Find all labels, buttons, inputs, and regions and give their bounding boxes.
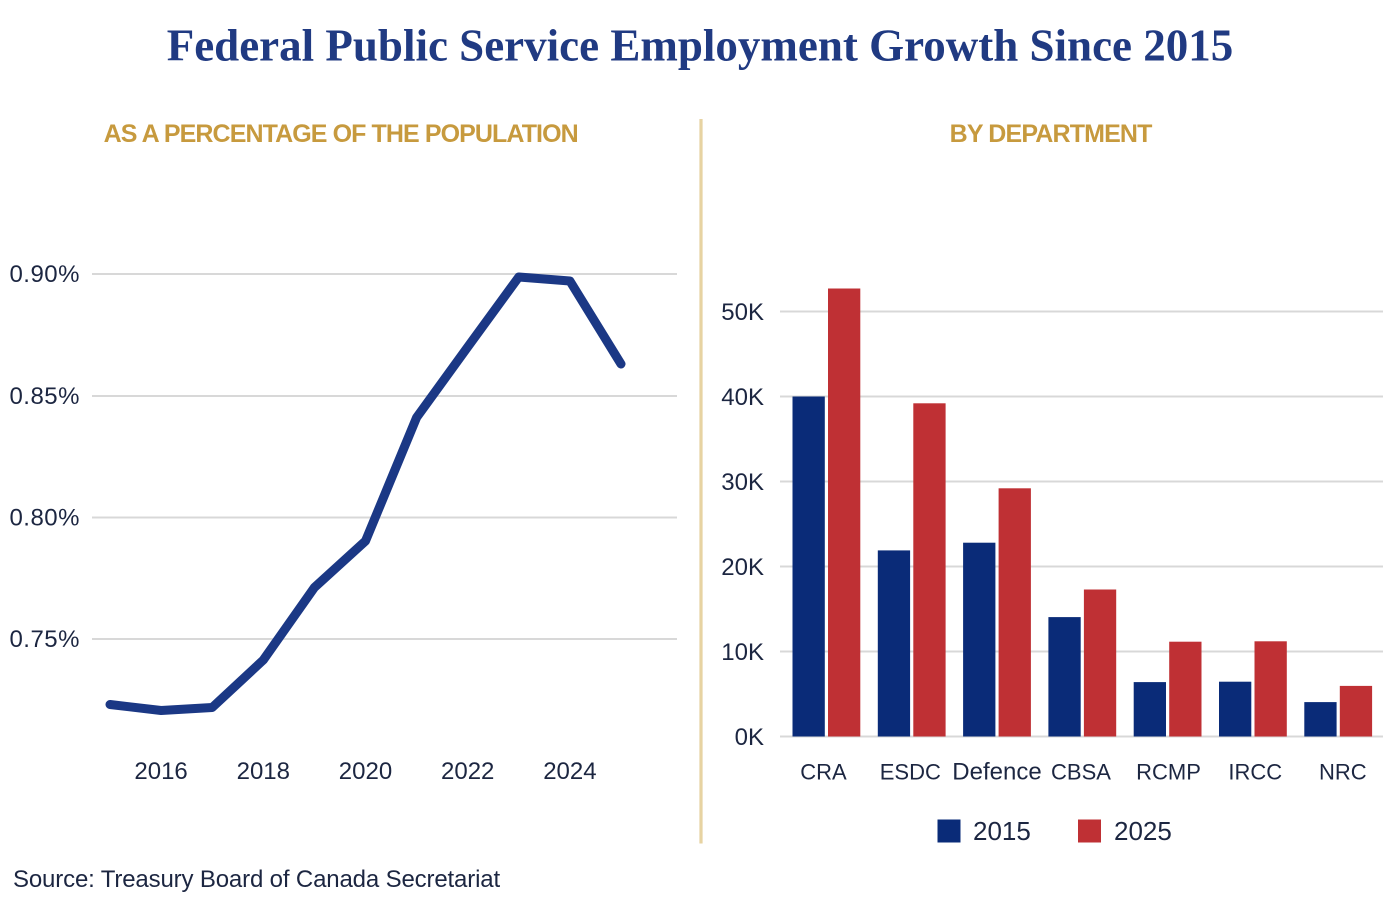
svg-text:2015: 2015 <box>973 816 1031 846</box>
svg-text:50K: 50K <box>721 299 764 326</box>
svg-text:2020: 2020 <box>339 758 392 785</box>
svg-text:NRC: NRC <box>1319 760 1367 785</box>
svg-text:AS A PERCENTAGE OF THE POPULAT: AS A PERCENTAGE OF THE POPULATION <box>104 120 578 148</box>
svg-text:2018: 2018 <box>237 758 290 785</box>
svg-text:CRA: CRA <box>800 760 847 785</box>
svg-text:2022: 2022 <box>441 758 494 785</box>
svg-text:0.85%: 0.85% <box>9 383 80 410</box>
svg-text:Federal Public Service Employm: Federal Public Service Employment Growth… <box>167 20 1234 70</box>
svg-text:2024: 2024 <box>543 758 596 785</box>
svg-text:20K: 20K <box>721 554 764 581</box>
svg-text:ESDC: ESDC <box>880 760 941 785</box>
svg-text:RCMP: RCMP <box>1136 760 1201 785</box>
svg-text:10K: 10K <box>721 639 764 666</box>
svg-text:CBSA: CBSA <box>1051 760 1111 785</box>
svg-text:0.90%: 0.90% <box>9 261 80 288</box>
svg-text:30K: 30K <box>721 469 764 496</box>
svg-text:2016: 2016 <box>134 758 187 785</box>
svg-text:Source: Treasury Board of Cana: Source: Treasury Board of Canada Secreta… <box>13 866 500 893</box>
svg-text:BY DEPARTMENT: BY DEPARTMENT <box>950 120 1153 148</box>
svg-text:0.80%: 0.80% <box>9 505 80 532</box>
svg-text:2025: 2025 <box>1114 816 1172 846</box>
svg-text:0.75%: 0.75% <box>9 626 80 653</box>
svg-text:40K: 40K <box>721 384 764 411</box>
svg-text:IRCC: IRCC <box>1228 760 1282 785</box>
svg-text:Defence: Defence <box>952 759 1041 786</box>
svg-text:0K: 0K <box>735 724 764 751</box>
